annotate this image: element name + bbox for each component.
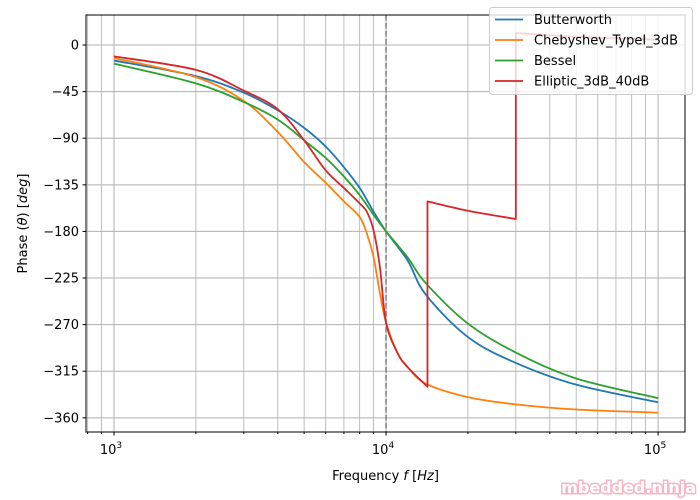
axis-ticks: 103 104 105 0 −45 −90 −135 −180 −225 −270 −315 −360 (43, 39, 666, 458)
y-tick-label: −360 (43, 411, 79, 426)
y-axis-label: Phase (θ) [deg] (16, 174, 31, 274)
x-tick-label: 103 (100, 441, 122, 458)
watermark: mbedded.ninja (561, 478, 696, 497)
legend: Butterworth Chebyshev_TypeI_3dB Bessel Elli… (489, 7, 693, 95)
y-tick-label: −90 (52, 132, 79, 147)
x-tick-label: 104 (372, 441, 395, 458)
y-tick-label: −315 (43, 365, 79, 380)
series-line-elliptic_3db_40db (113, 32, 659, 388)
series-line-bessel (113, 62, 659, 400)
legend-box (489, 7, 693, 95)
y-tick-label: −45 (52, 85, 79, 100)
y-tick-label: −270 (43, 318, 79, 333)
series-line-butterworth (113, 59, 659, 404)
legend-label: Elliptic_3dB_40dB (534, 75, 649, 90)
plot-frame (85, 14, 686, 433)
x-axis-label: Frequency f [Hz] (332, 469, 439, 484)
x-tick-label: 105 (644, 441, 666, 458)
y-tick-label: −225 (43, 272, 79, 287)
y-tick-label: −135 (43, 178, 79, 193)
series-line-chebyshev_typei_3db (113, 57, 659, 414)
legend-label: Butterworth (534, 13, 612, 28)
series-lines (113, 32, 659, 414)
y-tick-label: 0 (71, 39, 79, 54)
y-tick-label: −180 (43, 225, 79, 240)
legend-label: Chebyshev_TypeI_3dB (534, 34, 678, 49)
legend-label: Bessel (534, 54, 576, 69)
